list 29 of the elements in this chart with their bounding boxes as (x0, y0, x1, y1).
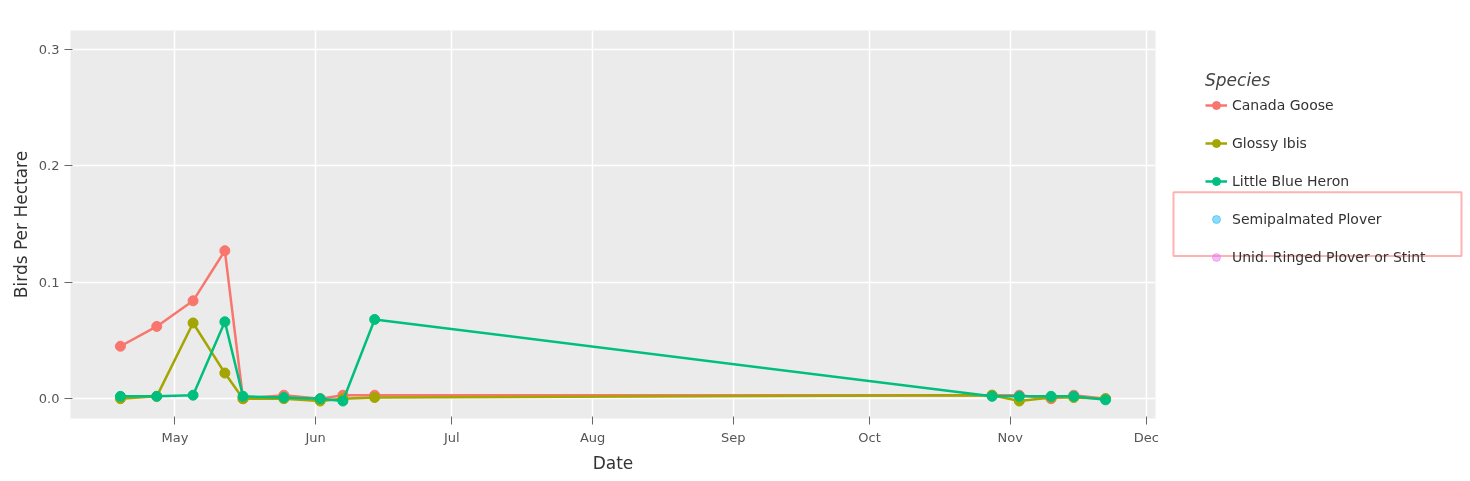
x-tick-label: Nov (997, 429, 1024, 445)
legend-label: Little Blue Heron (1232, 173, 1350, 189)
x-tick-label: Dec (1133, 429, 1159, 445)
y-tick-label: 0.3 (38, 41, 60, 57)
x-tick-label: Jul (443, 429, 460, 445)
point (187, 389, 199, 401)
point (219, 316, 231, 328)
x-tick-label: Jun (304, 429, 326, 445)
point (114, 340, 126, 352)
legend-label: Canada Goose (1232, 97, 1334, 113)
point (369, 313, 381, 325)
x-tick-label: Aug (579, 429, 606, 445)
y-axis-title: Birds Per Hectare (10, 150, 31, 299)
y-tick-label: 0.1 (38, 274, 60, 290)
point (219, 367, 231, 379)
point (219, 245, 231, 257)
x-tick-label: Sep (721, 429, 746, 445)
y-tick-label: 0.0 (38, 391, 60, 407)
legend-title: Species (1205, 70, 1272, 90)
x-axis-title: Date (592, 452, 634, 473)
y-tick-label: 0.2 (38, 158, 60, 174)
x-tick-label: May (161, 429, 189, 445)
point (187, 295, 199, 307)
legend-label: Unid. Ringed Plover or Stint (1232, 249, 1426, 265)
x-tick-label: Oct (858, 429, 881, 445)
point (187, 317, 199, 329)
point (151, 320, 163, 332)
legend-label: Semipalmated Plover (1232, 211, 1382, 227)
legend-label: Glossy Ibis (1232, 135, 1307, 151)
